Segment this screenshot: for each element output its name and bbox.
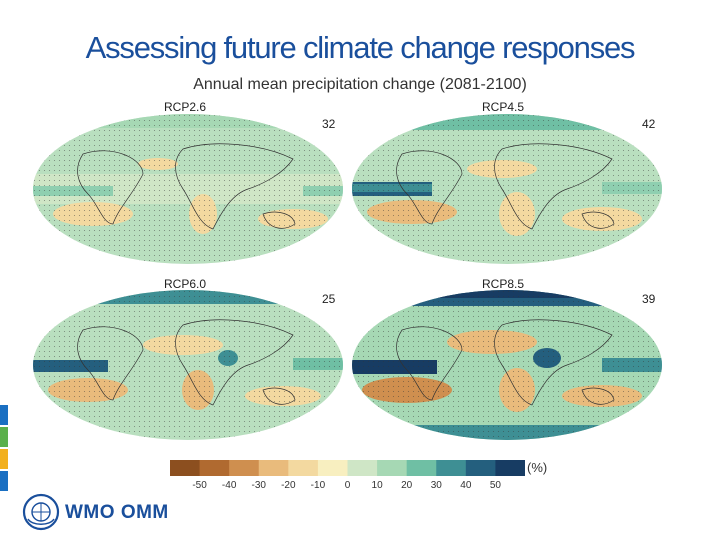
map-rcp85 [352,290,662,440]
colorbar-swatch [258,460,289,476]
panel-label-rcp85: RCP8.5 [482,277,525,291]
panel-count-rcp45: 42 [642,117,656,131]
edge-strip-segment [0,427,8,447]
colorbar-swatch [199,460,230,476]
colorbar-swatch [377,460,408,476]
colorbar-tick-label: 10 [371,480,383,491]
panel-label-rcp45: RCP4.5 [482,100,525,114]
colorbar-tick-label: 30 [430,480,442,491]
colorbar-swatch [347,460,378,476]
figure-title: Annual mean precipitation change (2081-2… [193,76,527,93]
colorbar-swatch [288,460,319,476]
wmo-logo-text: WMO OMM [65,502,169,523]
colorbar-tick-label: -20 [281,480,296,491]
colorbar-unit: (%) [527,460,548,475]
colorbar-swatch [406,460,437,476]
colorbar-swatch [229,460,260,476]
colorbar-tick-label: -10 [310,480,326,491]
panel-count-rcp85: 39 [642,292,656,306]
colorbar-swatch [436,460,467,476]
slide-title: Assessing future climate change response… [85,30,636,65]
panel-label-rcp60: RCP6.0 [164,277,207,291]
panel-count-rcp26: 32 [322,117,336,131]
wmo-emblem-icon [22,493,60,531]
panel-label-rcp26: RCP2.6 [164,100,207,114]
panel-count-rcp60: 25 [322,292,336,306]
edge-strip-segment [0,449,8,469]
colorbar-tick-label: 40 [460,480,472,491]
edge-strip-segment [0,405,8,425]
colorbar-tick-label: 50 [489,480,501,491]
map-rcp60 [33,290,343,440]
edge-strip-segment [0,471,8,491]
colorbar-tick-label: -40 [221,480,237,491]
colorbar-tick-label: -50 [192,480,207,491]
colorbar-tick-label: 0 [344,480,351,491]
colorbar-tick-label: 20 [401,480,413,491]
colorbar-swatch [495,460,525,476]
colorbar-swatch [170,460,201,476]
colorbar-swatch [317,460,348,476]
colorbar [170,460,525,476]
colorbar-tick-label: -30 [251,480,266,491]
map-rcp26 [33,114,343,264]
colorbar-swatch [465,460,496,476]
map-rcp45 [352,114,662,264]
